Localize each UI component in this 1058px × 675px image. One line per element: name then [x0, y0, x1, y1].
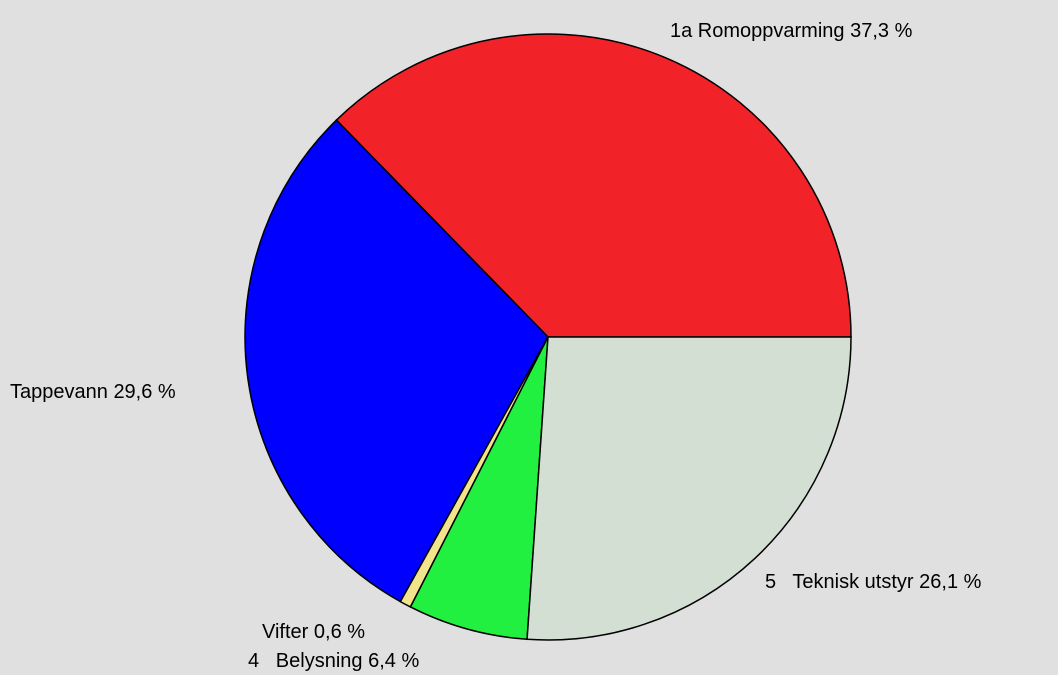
slice-value-label: 37,3 %: [850, 20, 912, 42]
slice-value-label: 6,4 %: [368, 650, 419, 672]
pie-slice: [335, 33, 852, 338]
slice-label: 5 Teknisk utstyr 26,1 %: [765, 571, 982, 593]
slice-label: Vifter 0,6 %: [262, 621, 365, 643]
slice-category: 5 Teknisk utstyr: [765, 571, 914, 593]
pie-slice: [409, 336, 549, 641]
slice-category: 4 Belysning: [248, 650, 363, 672]
slice-category: 1a Romoppvarming: [670, 20, 845, 42]
slice-label: 4 Belysning 6,4 %: [248, 650, 419, 672]
slice-category: Tappevann: [10, 381, 108, 403]
slice-value-label: 26,1 %: [919, 571, 981, 593]
slice-category: Vifter: [262, 621, 309, 643]
pie-slice: [526, 336, 852, 641]
slice-value-label: 29,6 %: [113, 381, 175, 403]
slice-label: 1a Romoppvarming 37,3 %: [670, 20, 913, 42]
slice-value-label: 0,6 %: [314, 621, 365, 643]
pie-slice: [244, 119, 549, 603]
slice-label: Tappevann 29,6 %: [10, 381, 176, 403]
